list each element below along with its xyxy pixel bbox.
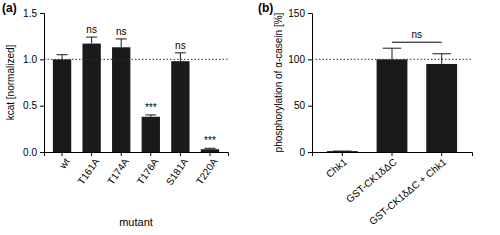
bar — [426, 64, 457, 152]
tick: GST-CK1δΔC + Chk1 — [367, 152, 449, 227]
tick-mark — [40, 106, 44, 107]
tick-label: S181A — [164, 156, 190, 187]
tick: 0 — [299, 147, 312, 158]
tick-mark — [40, 152, 44, 153]
tick: wt — [56, 152, 71, 171]
panel: 0.0 0.5 1.0 1.5 wtT161AT174AT176AS181AT220A n… — [2, 1, 229, 228]
error-bar — [333, 151, 351, 152]
axis-line — [308, 14, 313, 153]
tick-mark — [180, 152, 181, 156]
tick: T176A — [135, 152, 161, 187]
significance-label: ns — [412, 29, 423, 40]
x-axis: wtT161AT174AT176AS181AT220A — [45, 152, 229, 187]
bracket — [392, 42, 442, 43]
plot-area — [44, 37, 228, 152]
tick-label: 100 — [288, 54, 305, 65]
reference-line — [312, 59, 472, 60]
tick: Chk1 — [324, 152, 349, 180]
y-axis: 0.0 0.5 1.0 1.5 — [23, 8, 44, 158]
error-bar — [116, 39, 127, 47]
tick-mark — [209, 152, 210, 156]
tick-mark — [150, 152, 151, 156]
tick-label: 0.5 — [23, 100, 37, 111]
tick-label: T176A — [135, 156, 161, 187]
tick: T220A — [194, 152, 220, 187]
bar — [377, 59, 408, 152]
tick-label: T220A — [194, 156, 220, 187]
tick-mark — [308, 152, 312, 153]
bar — [142, 117, 160, 152]
tick-mark — [441, 152, 442, 156]
significance-label: ns — [175, 40, 186, 51]
y-axis: 0 50 100 150 — [288, 8, 312, 158]
tick-label: Chk1 — [324, 156, 349, 180]
tick: 1.5 — [23, 8, 44, 19]
tick-mark — [91, 152, 92, 156]
tick-mark — [308, 13, 312, 14]
figure: 0.0 0.5 1.0 1.5 wtT161AT174AT176AS181AT220A n… — [0, 0, 500, 235]
axis-line — [313, 153, 473, 157]
tick-mark — [40, 59, 44, 60]
error-bar — [175, 53, 186, 61]
x-axis-title: mutant — [119, 216, 153, 228]
panel-label: (a) — [2, 1, 17, 15]
tick: 100 — [288, 54, 312, 65]
tick-mark — [62, 152, 63, 156]
tick-label: T161A — [75, 156, 101, 187]
tick: 0.0 — [23, 147, 44, 158]
significance-label: ns — [86, 24, 97, 35]
error-bar — [57, 55, 68, 60]
tick: 1.0 — [23, 54, 44, 65]
tick-label: GST-CK1δΔC + Chk1 — [367, 156, 449, 227]
error-bar — [86, 37, 97, 43]
plot-area — [312, 48, 472, 152]
tick-mark — [308, 106, 312, 107]
bar — [82, 44, 100, 152]
tick: S181A — [164, 152, 190, 187]
significance-label: *** — [145, 102, 157, 113]
axis-line — [40, 14, 45, 153]
tick: 150 — [288, 8, 312, 19]
significance-label: *** — [204, 135, 216, 146]
bar — [201, 149, 219, 152]
tick-mark — [40, 13, 44, 14]
tick-label: 0.0 — [23, 147, 37, 158]
error-bar — [204, 148, 215, 150]
y-axis-title: kcat [normalized] — [5, 44, 16, 120]
x-axis: Chk1GST-CK1δΔCGST-CK1δΔC + Chk1 — [313, 152, 473, 227]
tick-label: 0 — [299, 147, 305, 158]
tick-label: 1.5 — [23, 8, 37, 19]
significance-label: ns — [116, 26, 127, 37]
reference-line — [44, 59, 228, 60]
tick: 0.5 — [23, 100, 44, 111]
tick-label: T174A — [105, 156, 131, 187]
bar — [171, 61, 189, 152]
panel-label: (b) — [258, 1, 273, 15]
tick: T161A — [75, 152, 101, 187]
tick: 50 — [294, 100, 312, 111]
error-bar — [145, 115, 156, 117]
panel: 0 50 100 150 Chk1GST-CK1δΔCGST-CK1δΔC + Chk1… — [258, 1, 473, 227]
bar — [53, 59, 71, 152]
error-bar — [383, 48, 401, 59]
tick: T174A — [105, 152, 131, 187]
tick-label: 50 — [294, 100, 306, 111]
tick-mark — [392, 152, 393, 156]
y-axis-title: phosphorylation of α-casein [%] — [273, 12, 284, 152]
bar — [112, 47, 130, 152]
tick-mark — [308, 59, 312, 60]
axis-line — [45, 153, 229, 157]
tick-label: 150 — [288, 8, 305, 19]
tick: GST-CK1δΔC — [344, 152, 399, 205]
tick-label: 1.0 — [23, 54, 37, 65]
tick-mark — [121, 152, 122, 156]
bar — [327, 151, 358, 152]
tick-mark — [342, 152, 343, 156]
tick-label: wt — [56, 156, 71, 172]
tick-label: GST-CK1δΔC — [344, 156, 399, 204]
